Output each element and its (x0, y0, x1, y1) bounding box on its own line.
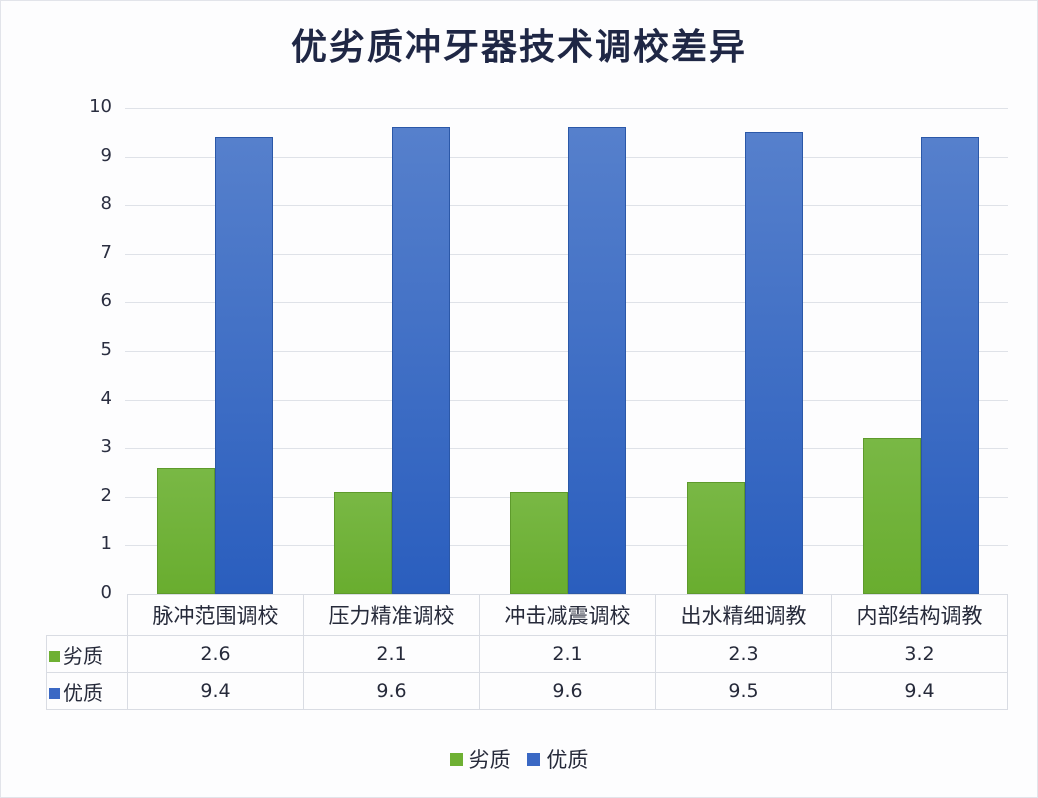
green-swatch-icon (49, 650, 60, 662)
gridline (125, 448, 1008, 450)
data-cell: 9.4 (127, 672, 304, 710)
category-label: 脉冲范围调校 (127, 594, 304, 636)
blue-swatch-icon (527, 753, 541, 766)
data-table-header-row: 脉冲范围调校 压力精准调校 冲击减震调校 出水精细调教 内部结构调教 (46, 594, 1008, 636)
data-cell: 2.3 (655, 635, 832, 673)
gridline (125, 156, 1008, 158)
data-cell: 9.6 (479, 672, 656, 710)
y-tick-label: 6 (100, 290, 112, 312)
bar-inferior (157, 467, 215, 594)
bar-inferior (863, 438, 922, 594)
y-tick-label: 7 (100, 241, 112, 263)
data-cell: 3.2 (831, 635, 1008, 673)
data-cell: 9.4 (831, 672, 1008, 710)
y-tick-label: 2 (100, 484, 112, 506)
bar-inferior (510, 491, 569, 594)
data-cell: 2.6 (127, 635, 304, 673)
bar-inferior (686, 482, 745, 594)
category-label: 压力精准调校 (303, 594, 480, 636)
gridline (125, 253, 1008, 255)
y-tick-label: 9 (100, 144, 112, 166)
y-tick-label: 4 (100, 387, 112, 409)
green-swatch-icon (449, 753, 463, 766)
data-cell: 9.6 (303, 672, 480, 710)
legend-item-superior: 优质 (527, 744, 588, 774)
y-tick-label: 10 (89, 96, 112, 117)
legend-item-inferior: 劣质 (449, 744, 511, 774)
gridline (125, 351, 1008, 352)
legend: 劣质 优质 (0, 744, 1038, 774)
data-cell: 2.1 (479, 635, 656, 673)
bar-superior (391, 127, 450, 594)
y-tick-label: 1 (100, 533, 112, 555)
bar-superior (921, 137, 980, 594)
data-table-row-inferior: 劣质 2.6 2.1 2.1 2.3 3.2 (46, 635, 1008, 673)
data-cell: 9.5 (655, 672, 832, 710)
blue-swatch-icon (49, 687, 60, 699)
series-label-inferior: 劣质 (46, 635, 128, 673)
gridline (125, 399, 1008, 401)
y-tick-label: 8 (100, 193, 112, 215)
bar-superior (744, 132, 803, 594)
gridline (125, 108, 1008, 109)
series-label-superior: 优质 (46, 672, 128, 710)
category-label: 内部结构调教 (831, 594, 1008, 636)
y-tick-label: 0 (100, 582, 112, 603)
bar-superior (568, 127, 627, 594)
y-tick-label: 5 (100, 339, 112, 360)
category-label: 冲击减震调校 (479, 594, 656, 636)
data-table: 脉冲范围调校 压力精准调校 冲击减震调校 出水精细调教 内部结构调教 劣质 2.… (46, 594, 1008, 710)
chart-title: 优劣质冲牙器技术调校差异 (290, 26, 747, 68)
y-tick-label: 3 (100, 436, 112, 458)
gridline (125, 205, 1008, 207)
gridline (125, 302, 1008, 304)
data-cell: 2.1 (303, 635, 480, 673)
data-table-row-superior: 优质 9.4 9.6 9.6 9.5 9.4 (46, 672, 1008, 710)
bar-superior (215, 137, 273, 594)
bar-inferior (333, 491, 392, 594)
category-label: 出水精细调教 (655, 594, 832, 636)
